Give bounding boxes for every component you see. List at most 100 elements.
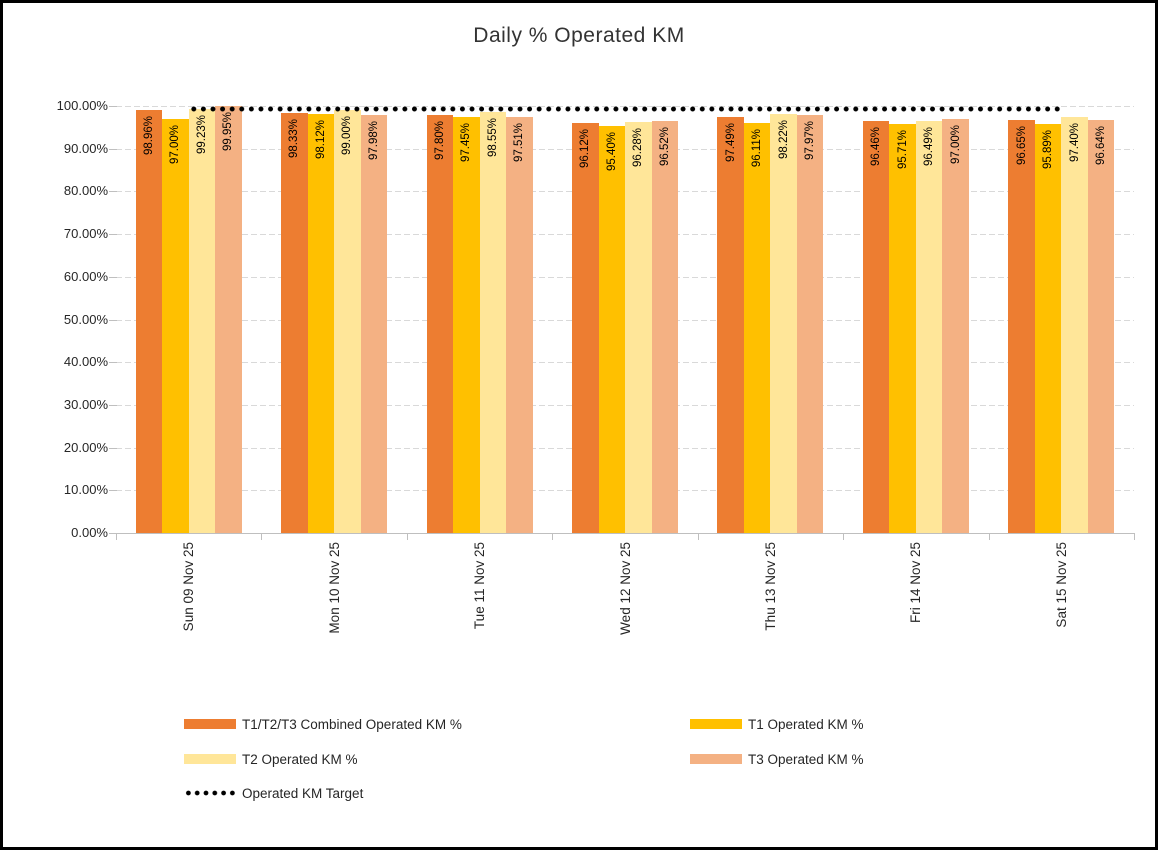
bar-data-label-text: 98.33% xyxy=(288,119,301,159)
legend-label: T1/T2/T3 Combined Operated KM % xyxy=(242,716,462,732)
y-axis-tick xyxy=(109,276,117,278)
bar-data-label: 98.96% xyxy=(136,116,163,155)
y-axis-label: 40.00% xyxy=(63,354,108,370)
x-axis-tick xyxy=(843,534,845,540)
bar-data-label-text: 98.12% xyxy=(314,120,327,160)
x-axis-line xyxy=(116,533,1135,534)
bar-data-label-text: 99.95% xyxy=(222,112,235,152)
bar: 99.23% xyxy=(188,109,216,533)
legend-label: T2 Operated KM % xyxy=(242,751,358,767)
y-axis-label: 50.00% xyxy=(63,311,108,327)
y-axis-label: 80.00% xyxy=(63,183,108,199)
x-axis-tick xyxy=(697,534,699,540)
bar: 99.00% xyxy=(334,110,361,533)
bar-data-label: 99.00% xyxy=(334,116,361,155)
x-axis-label: Fri 14 Nov 25 xyxy=(905,542,927,662)
bar: 97.97% xyxy=(796,114,824,533)
bar-data-label: 98.12% xyxy=(308,120,335,159)
bar-data-label: 97.45% xyxy=(453,123,480,162)
bar: 97.80% xyxy=(426,115,454,533)
legend-label: T1 Operated KM % xyxy=(748,716,864,732)
y-axis-tick xyxy=(109,533,117,534)
legend-item: T1/T2/T3 Combined Operated KM % xyxy=(184,715,462,733)
bar-data-label: 99.23% xyxy=(189,115,216,154)
bar-data-label-text: 97.98% xyxy=(367,120,380,160)
bar-data-label: 95.89% xyxy=(1035,130,1062,169)
bar: 98.96% xyxy=(135,110,163,533)
x-axis-label: Mon 10 Nov 25 xyxy=(323,542,345,662)
bar-data-label-text: 97.45% xyxy=(460,122,473,162)
bar-data-label: 96.52% xyxy=(652,127,679,166)
bar: 97.51% xyxy=(506,116,533,533)
legend-swatch-dotted xyxy=(184,790,236,796)
bar-data-label-text: 97.97% xyxy=(804,120,817,160)
bar-data-label: 97.00% xyxy=(162,125,189,164)
bar-data-label: 96.46% xyxy=(863,127,890,166)
bar: 98.33% xyxy=(281,113,308,533)
bar-data-label-text: 95.71% xyxy=(896,130,909,170)
bar: 96.12% xyxy=(572,122,599,533)
legend-item: T3 Operated KM % xyxy=(690,750,864,768)
y-axis-label: 30.00% xyxy=(63,396,108,412)
x-axis-label: Sat 15 Nov 25 xyxy=(1050,542,1072,662)
bar: 97.00% xyxy=(942,118,969,533)
bar: 96.28% xyxy=(625,121,652,533)
bar-data-label-text: 97.40% xyxy=(1068,123,1081,163)
bar-data-label-text: 96.64% xyxy=(1095,126,1108,166)
bar: 96.65% xyxy=(1008,120,1035,533)
bar-data-label-text: 98.96% xyxy=(142,116,155,156)
bar-data-label: 95.71% xyxy=(889,130,916,169)
y-axis-tick xyxy=(109,490,117,492)
x-axis-label-text: Thu 13 Nov 25 xyxy=(762,542,778,631)
x-axis-tick xyxy=(116,534,117,540)
bar-data-label: 96.28% xyxy=(625,128,652,167)
bar-data-label: 96.12% xyxy=(572,129,599,168)
y-axis-tick xyxy=(109,319,117,321)
y-axis-tick xyxy=(109,362,117,364)
bar-data-label-text: 96.52% xyxy=(658,126,671,166)
bar: 95.89% xyxy=(1034,123,1062,533)
y-axis-tick xyxy=(109,148,117,150)
bar-data-label: 96.65% xyxy=(1008,126,1035,165)
y-axis-tick xyxy=(109,404,117,406)
x-axis-label: Wed 12 Nov 25 xyxy=(614,542,636,662)
bar: 96.64% xyxy=(1087,120,1115,533)
legend-label: Operated KM Target xyxy=(242,785,364,801)
bar: 96.46% xyxy=(862,121,890,533)
bar-data-label-text: 97.49% xyxy=(724,122,737,162)
y-axis-tick xyxy=(109,191,117,193)
x-axis-label-text: Mon 10 Nov 25 xyxy=(326,542,342,634)
bar-data-label-text: 95.89% xyxy=(1042,129,1055,169)
bar-data-label-text: 97.00% xyxy=(169,124,182,164)
bar-data-label-text: 98.22% xyxy=(777,119,790,159)
x-axis-tick xyxy=(988,534,990,540)
bar-data-label: 98.55% xyxy=(480,118,507,157)
bar-data-label-text: 98.55% xyxy=(486,118,499,158)
bar: 97.45% xyxy=(453,116,480,533)
x-axis-tick xyxy=(552,534,554,540)
bar-data-label-text: 95.40% xyxy=(605,131,618,171)
x-axis-label-text: Tue 11 Nov 25 xyxy=(472,542,488,630)
y-axis-label: 70.00% xyxy=(63,226,108,242)
bar-data-label-text: 96.46% xyxy=(870,127,883,167)
x-axis-label-text: Fri 14 Nov 25 xyxy=(908,542,924,624)
y-axis-tick xyxy=(109,234,117,236)
x-axis-tick xyxy=(1134,534,1135,540)
bar: 97.98% xyxy=(360,114,388,533)
bar-data-label: 96.11% xyxy=(744,129,771,167)
bar: 97.40% xyxy=(1061,117,1088,533)
y-axis-label: 60.00% xyxy=(63,268,108,284)
x-axis-label-text: Sat 15 Nov 25 xyxy=(1053,542,1069,628)
bar-data-label-text: 96.65% xyxy=(1015,126,1028,166)
bar-data-label: 98.33% xyxy=(281,119,308,158)
bar-data-label-text: 99.23% xyxy=(195,115,208,155)
y-axis-label: 0.00% xyxy=(71,525,108,540)
bar-data-label: 95.40% xyxy=(599,132,626,171)
bar-data-label: 97.49% xyxy=(717,123,744,162)
bar-data-label: 97.97% xyxy=(797,121,824,160)
bar-data-label-text: 97.51% xyxy=(513,122,526,162)
bar-data-label: 96.49% xyxy=(916,127,943,166)
x-axis-label: Thu 13 Nov 25 xyxy=(759,542,781,662)
bar-data-label: 99.95% xyxy=(215,112,242,151)
